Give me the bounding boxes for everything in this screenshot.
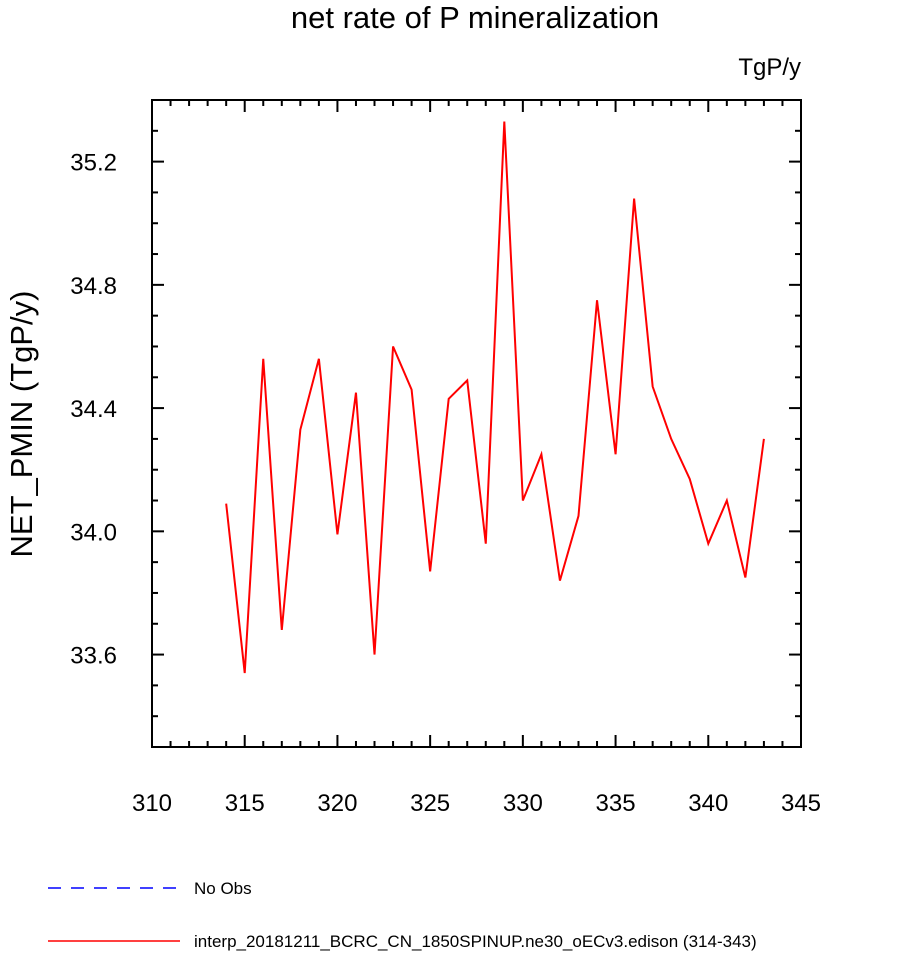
y-tick-label: 35.2 [70, 150, 117, 177]
y-tick-label: 33.6 [70, 643, 117, 670]
chart-title: net rate of P mineralization [291, 0, 659, 35]
x-tick-label: 335 [596, 790, 636, 817]
x-tick-label: 315 [225, 790, 265, 817]
x-tick-label: 330 [503, 790, 543, 817]
units-label: TgP/y [738, 54, 801, 81]
x-tick-label: 345 [781, 790, 821, 817]
y-tick-label: 34.8 [70, 273, 117, 300]
y-axis-label: NET_PMIN (TgP/y) [4, 291, 39, 558]
x-tick-label: 325 [410, 790, 450, 817]
x-tick-label: 320 [317, 790, 357, 817]
series-line [225, 121, 765, 674]
legend-label-1: interp_20181211_BCRC_CN_1850SPINUP.ne30_… [194, 932, 757, 951]
y-tick-label: 34.4 [70, 396, 117, 423]
x-tick-label: 340 [688, 790, 728, 817]
plot-frame [151, 99, 802, 748]
x-tick-label: 310 [132, 790, 172, 817]
y-tick-label: 34.0 [70, 519, 117, 546]
legend-label-0: No Obs [194, 879, 252, 898]
